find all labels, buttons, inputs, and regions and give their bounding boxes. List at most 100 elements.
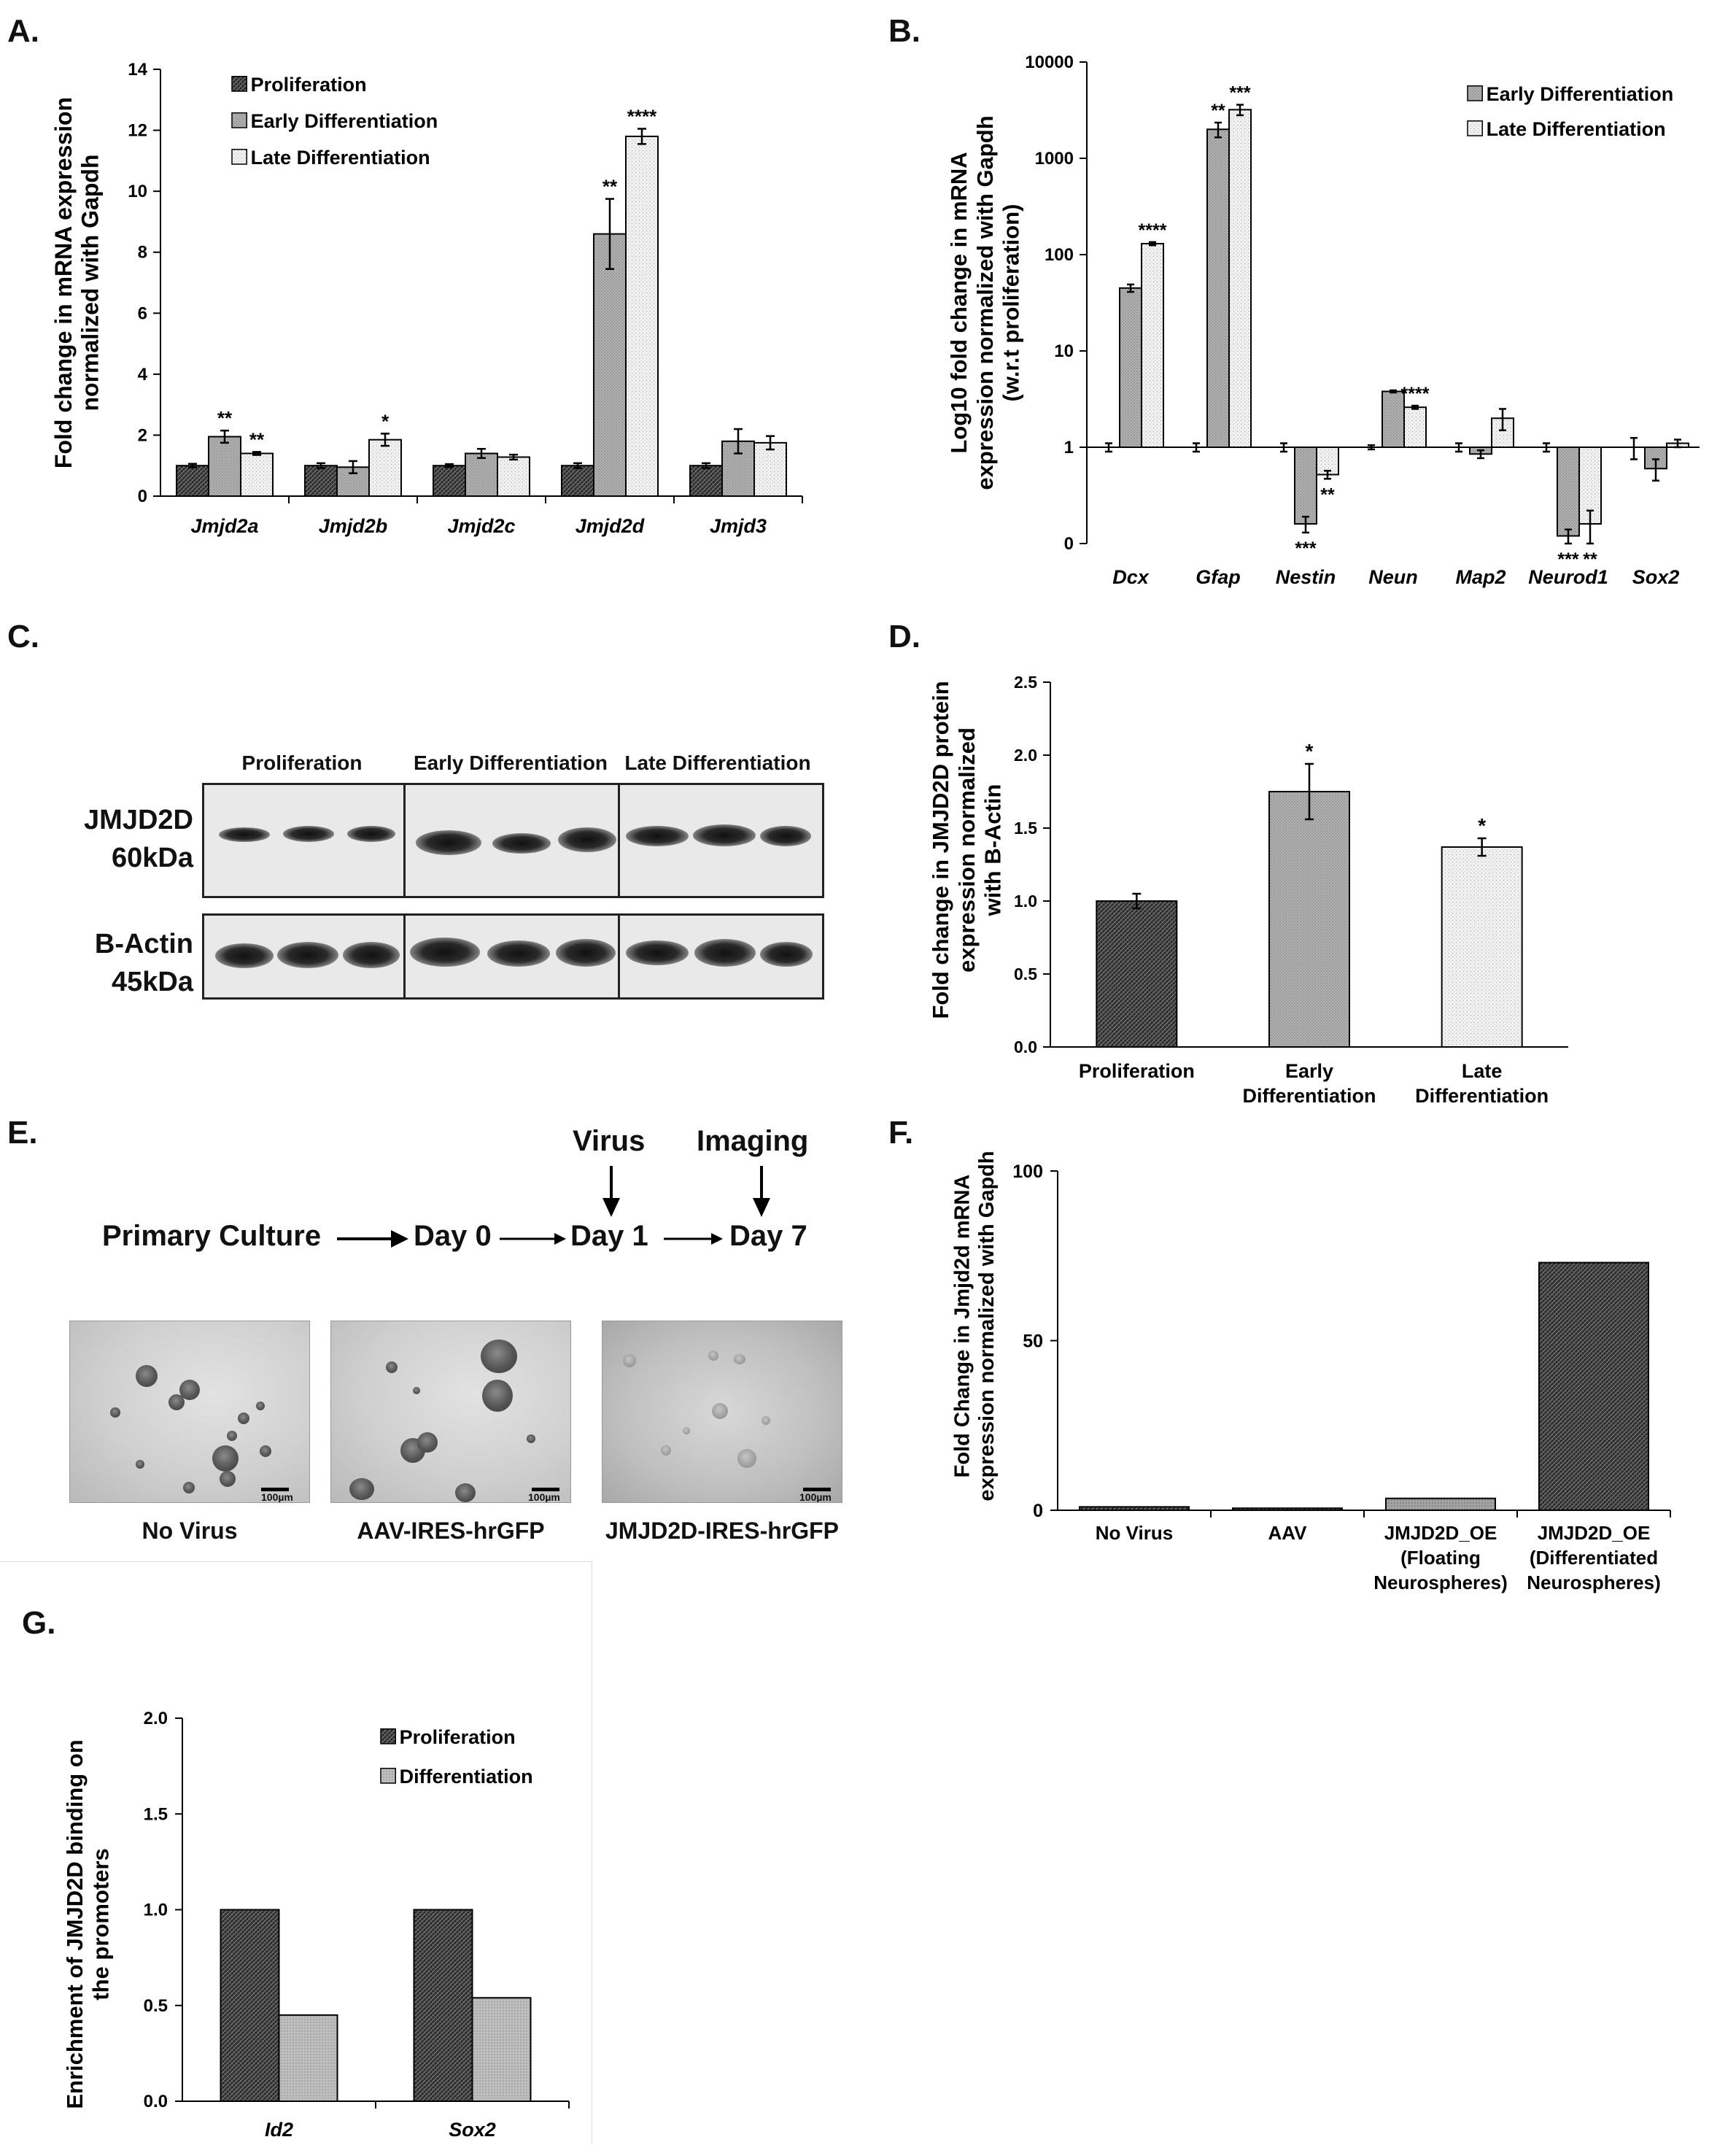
x-category-label: Neun bbox=[1368, 566, 1418, 588]
significance-marker: **** bbox=[1401, 384, 1430, 404]
jmjd2d-band bbox=[693, 824, 756, 846]
b-actin-band bbox=[277, 942, 338, 968]
y-tick-label: 0 bbox=[1033, 1501, 1043, 1521]
b-actin-band bbox=[343, 942, 400, 968]
legend-label: Late Differentiation bbox=[1487, 118, 1666, 140]
x-category-label: Neurod1 bbox=[1528, 566, 1608, 588]
blot-divider bbox=[618, 916, 620, 997]
x-category-label: Id2 bbox=[265, 2119, 293, 2141]
neurosphere bbox=[417, 1432, 438, 1453]
blot-lane-proliferation: Proliferation bbox=[241, 751, 363, 774]
x-category-label: Jmjd2b bbox=[319, 515, 388, 537]
chart-d-protein-fold-change: 0.0 0.5 1.0 1.5 2.0 2.5 Fold change in JMJD2D … bbox=[928, 673, 1568, 1107]
x-category-label: Proliferation bbox=[1079, 1060, 1195, 1082]
bar bbox=[304, 465, 338, 498]
jmjd2d-band bbox=[416, 830, 481, 855]
y-axis-label-line: expression normalized with Gapdh bbox=[975, 1151, 999, 1501]
neurosphere bbox=[708, 1350, 718, 1361]
jmjd2d-band bbox=[626, 826, 689, 846]
panel-label-b: B. bbox=[888, 13, 921, 49]
jmjd2d-band bbox=[492, 833, 551, 854]
x-category-label: Differentiation bbox=[1415, 1085, 1549, 1107]
bar bbox=[497, 456, 530, 497]
neurosphere bbox=[238, 1412, 249, 1424]
x-category-label: Neurospheres) bbox=[1373, 1572, 1508, 1593]
scale-label: 100µm bbox=[261, 1491, 293, 1503]
y-tick-label: 6 bbox=[138, 304, 147, 323]
neurosphere bbox=[349, 1478, 374, 1500]
neurosphere bbox=[212, 1445, 239, 1472]
neurosphere bbox=[220, 1471, 236, 1487]
x-category-label: Sox2 bbox=[1632, 566, 1680, 588]
significance-marker: *** bbox=[1229, 83, 1250, 104]
legend-label: Differentiation bbox=[400, 1766, 533, 1788]
bar bbox=[465, 452, 498, 497]
y-axis-label-line: Fold change in mRNA expression bbox=[50, 97, 77, 468]
neurosphere bbox=[481, 1340, 517, 1373]
y-tick-label: 1.5 bbox=[144, 1804, 168, 1824]
bar bbox=[1096, 900, 1178, 1048]
y-tick-label: 0 bbox=[138, 487, 147, 506]
panel-label-c: C. bbox=[7, 619, 39, 654]
bar bbox=[1557, 447, 1580, 537]
jmjd2d-blot-strip bbox=[202, 783, 824, 898]
significance-marker: ** bbox=[1320, 484, 1335, 505]
b-actin-size-label: 45kDa bbox=[112, 967, 193, 997]
neurosphere bbox=[168, 1394, 185, 1410]
jmjd2d-band bbox=[219, 827, 270, 842]
chart-f-overexpression: 0 50 100 Fold Change in Jmjd2d mRNA expressi… bbox=[950, 1151, 1671, 1593]
legend-label: Early Differentiation bbox=[1487, 83, 1674, 105]
y-tick-label: 10 bbox=[1054, 341, 1074, 361]
legend-swatch bbox=[231, 149, 247, 165]
neurosphere bbox=[260, 1445, 271, 1457]
blot-lane-early-differentiation: Early Differentiation bbox=[413, 751, 608, 774]
b-actin-band bbox=[410, 938, 480, 967]
legend-swatch bbox=[1467, 120, 1483, 136]
significance-marker: * bbox=[1306, 740, 1314, 762]
y-tick-label: 1.0 bbox=[1014, 892, 1037, 911]
chart-a-fold-change-jmjd: 0 2 4 6 8 10 12 14 Fold change in mRNA expressio… bbox=[50, 60, 803, 537]
y-tick-label: 100 bbox=[1012, 1162, 1043, 1182]
arrowhead-day0-to-day1 bbox=[554, 1233, 566, 1245]
x-category-label: Jmjd2c bbox=[447, 515, 515, 537]
scale-bar bbox=[803, 1488, 831, 1491]
bar bbox=[689, 465, 723, 498]
step-primary-culture: Primary Culture bbox=[102, 1220, 322, 1252]
significance-marker: *** bbox=[1295, 538, 1316, 559]
x-category-label: Map2 bbox=[1455, 566, 1506, 588]
y-axis-label-line: with B-Actin bbox=[980, 784, 1006, 917]
neurosphere bbox=[737, 1449, 756, 1468]
panel-g-frame bbox=[0, 1561, 592, 2145]
bar bbox=[1141, 242, 1164, 448]
bar bbox=[1403, 406, 1427, 448]
neurosphere bbox=[683, 1427, 690, 1434]
y-axis-label-line: Log10 fold change in mRNA bbox=[946, 152, 972, 453]
y-axis-label-line: Enrichment of JMJD2D binding on bbox=[62, 1739, 88, 2109]
panel-label-d: D. bbox=[888, 619, 921, 654]
blot-divider bbox=[403, 916, 406, 997]
panel-label-e: E. bbox=[7, 1115, 38, 1151]
bar bbox=[413, 1909, 473, 2102]
y-tick-label: 2.5 bbox=[1014, 673, 1037, 692]
legend-label: Early Differentiation bbox=[251, 110, 438, 132]
bar bbox=[220, 1909, 280, 2102]
western-blot-panel: Proliferation Early Differentiation Late… bbox=[0, 722, 861, 1029]
scale-bar bbox=[532, 1488, 559, 1491]
timeline-panel: Primary Culture Day 0 Day 1 Day 7 Virus … bbox=[0, 1109, 875, 1576]
legend-label: Late Differentiation bbox=[251, 147, 430, 169]
neurosphere bbox=[482, 1380, 513, 1412]
y-axis-label: Log10 fold change in mRNA expression norm… bbox=[946, 115, 1023, 490]
bar bbox=[1268, 791, 1350, 1048]
neurosphere-image-jmjd2d: 100µm bbox=[602, 1321, 842, 1503]
timeline-arrows bbox=[337, 1166, 770, 1248]
bar bbox=[1119, 287, 1142, 448]
x-category-label: Jmjd3 bbox=[710, 515, 767, 537]
b-actin-label: B-Actin bbox=[94, 929, 193, 959]
bar bbox=[433, 465, 466, 498]
y-tick-label: 2 bbox=[138, 425, 147, 445]
bar bbox=[593, 233, 627, 497]
bar bbox=[1538, 1261, 1649, 1512]
significance-marker: ** bbox=[602, 176, 618, 198]
bar bbox=[625, 135, 659, 498]
scale-bar bbox=[261, 1488, 289, 1491]
